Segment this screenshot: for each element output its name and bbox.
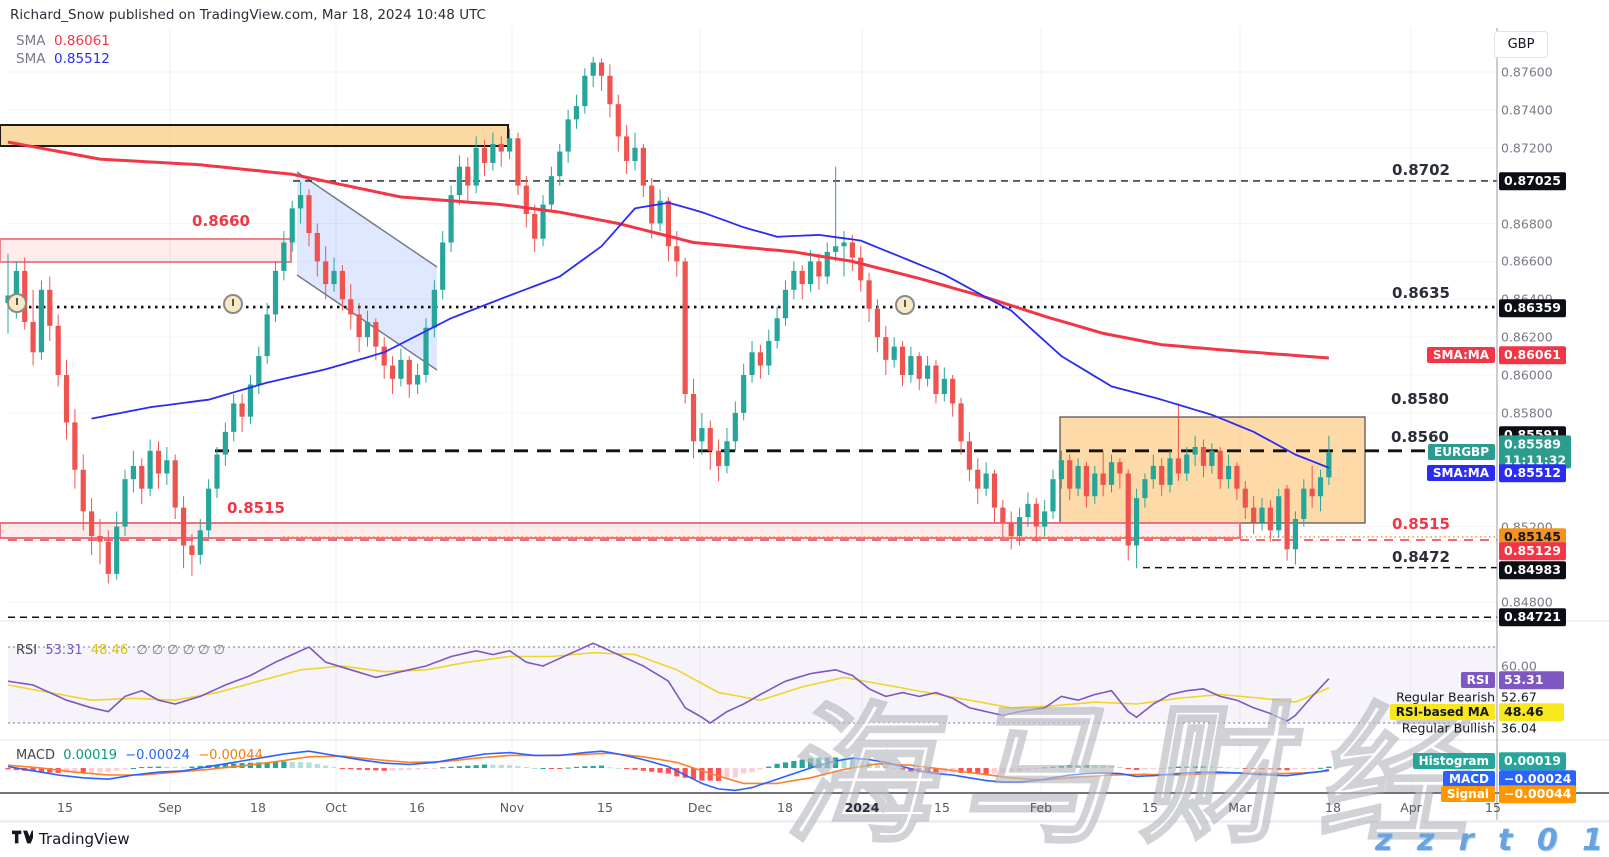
resistance-zone-left <box>0 238 292 263</box>
consolidation-box <box>1059 416 1366 524</box>
macd-lines <box>7 750 1330 792</box>
drawing-zones <box>0 124 1366 539</box>
rsi-ma-line <box>7 651 1330 709</box>
level-lines <box>8 180 1497 619</box>
support-zone-bottom <box>0 522 1241 539</box>
rsi-line <box>7 642 1330 724</box>
supply-zone-top <box>0 124 509 147</box>
sma-fast-line <box>91 201 1330 469</box>
signal-line <box>7 752 1329 785</box>
sma-slow-line <box>7 140 1330 360</box>
candlesticks <box>5 56 1332 584</box>
cycle-markers <box>7 293 915 315</box>
pane-separators <box>0 28 1609 823</box>
gridlines <box>8 28 1497 793</box>
macd-line <box>7 750 1330 792</box>
rsi-pane <box>7 642 1497 724</box>
